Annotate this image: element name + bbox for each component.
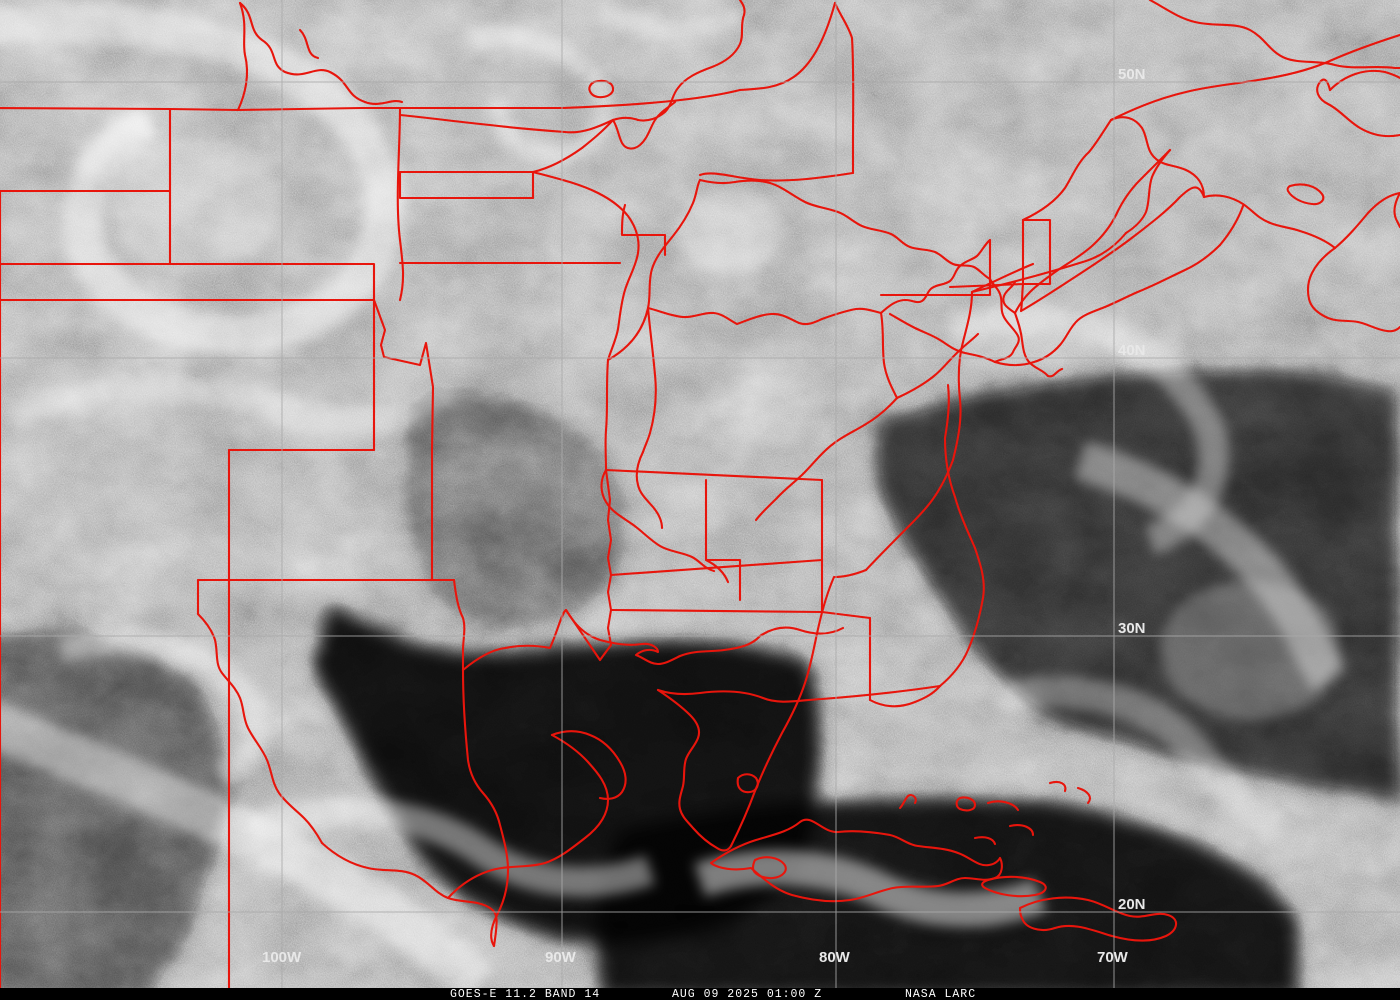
svg-text:70W: 70W	[1097, 949, 1129, 966]
svg-text:30N: 30N	[1118, 620, 1146, 637]
svg-text:90W: 90W	[545, 949, 577, 966]
svg-text:NASA LARC: NASA LARC	[905, 988, 976, 1000]
svg-text:100W: 100W	[262, 949, 302, 966]
svg-text:GOES-E 11.2 BAND 14: GOES-E 11.2 BAND 14	[450, 988, 600, 1000]
svg-text:50N: 50N	[1118, 66, 1146, 83]
svg-text:20N: 20N	[1118, 896, 1146, 913]
svg-text:40N: 40N	[1118, 342, 1146, 359]
svg-text:80W: 80W	[819, 949, 851, 966]
svg-text:AUG 09 2025 01:00 Z: AUG 09 2025 01:00 Z	[672, 988, 822, 1000]
